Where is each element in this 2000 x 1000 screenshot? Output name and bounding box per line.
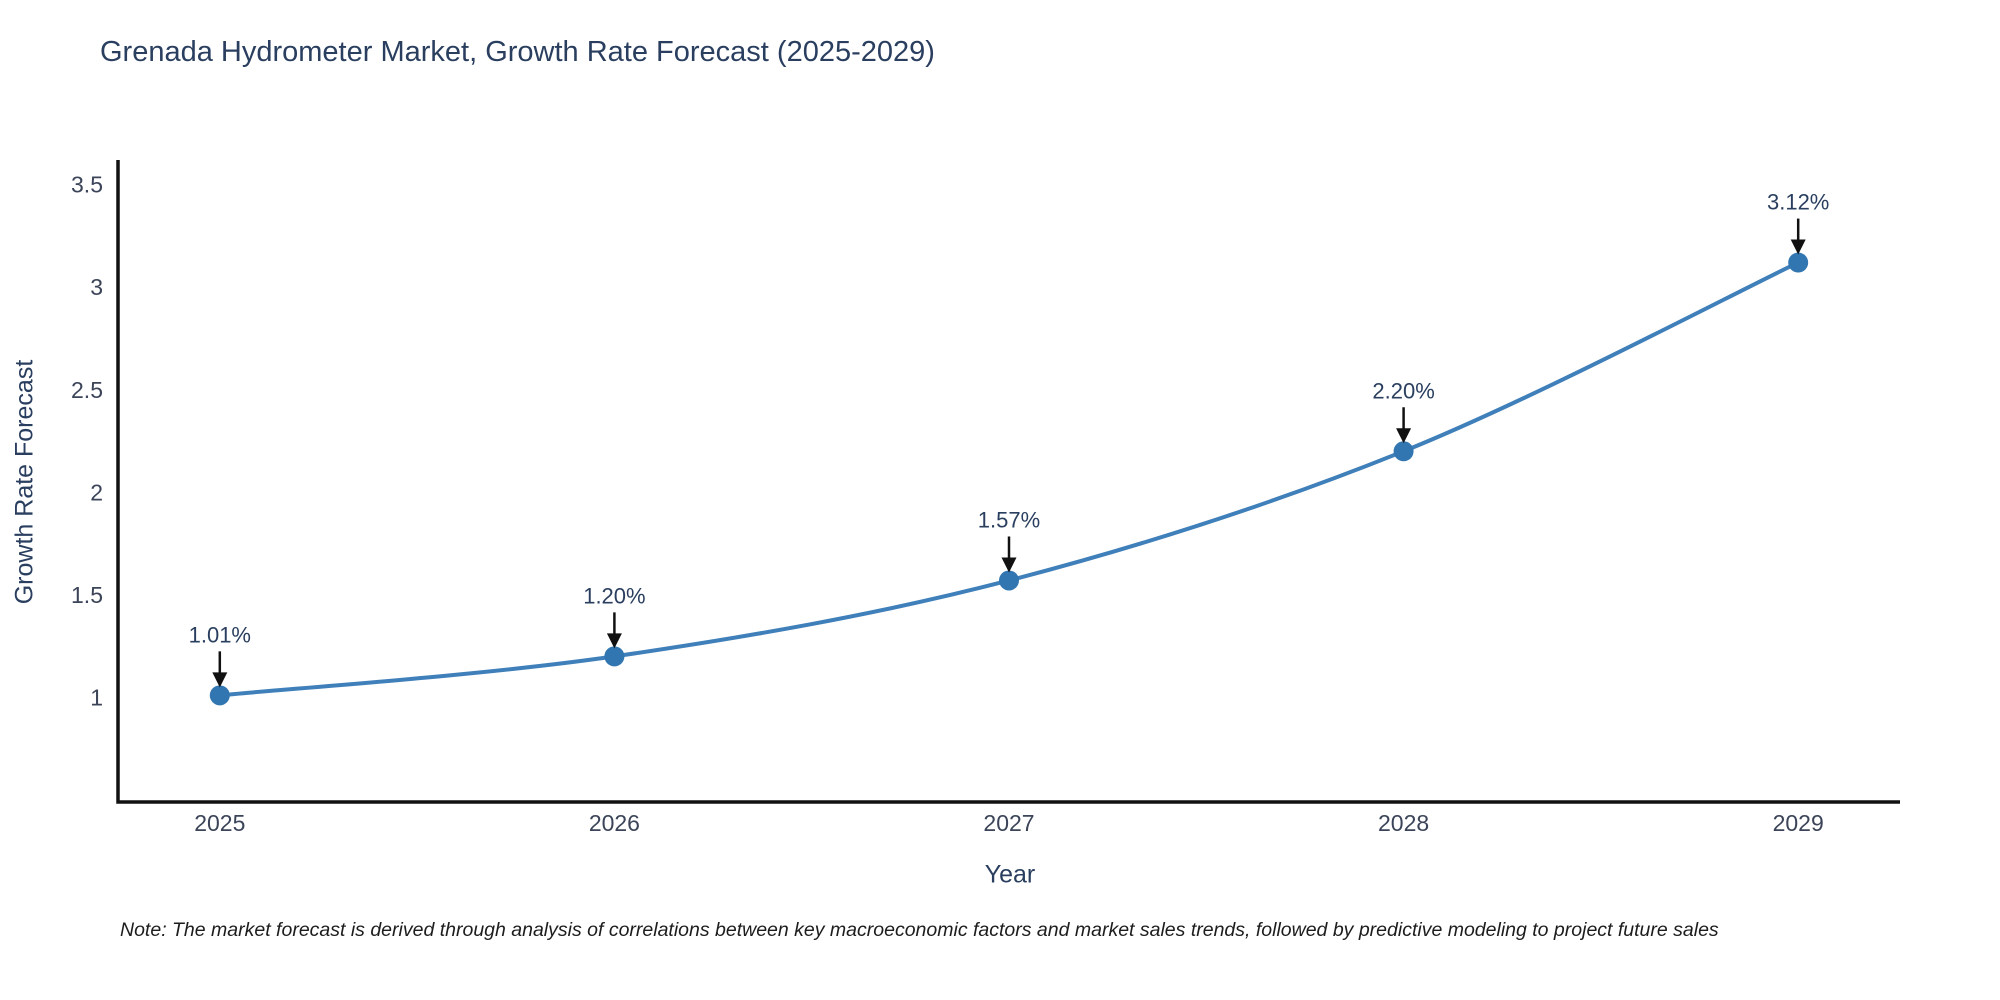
data-point-marker (1788, 252, 1809, 273)
point-value-label: 1.20% (583, 583, 645, 608)
chart-footnote: Note: The market forecast is derived thr… (120, 919, 1719, 941)
forecast-line (219, 260, 1800, 698)
point-value-label: 3.12% (1767, 190, 1829, 215)
data-point-marker (209, 685, 230, 706)
annotation-arrow-head (606, 633, 622, 649)
x-tick-label: 2026 (589, 810, 640, 836)
y-tick-label: 3.5 (71, 172, 103, 198)
y-tick-label: 2.5 (71, 377, 103, 403)
x-tick-label: 2027 (983, 810, 1034, 836)
x-axis-title: Year (984, 860, 1036, 889)
data-point-marker (1393, 441, 1414, 462)
x-tick-label: 2028 (1378, 810, 1429, 836)
point-value-label: 2.20% (1372, 378, 1434, 403)
annotation-arrow-head (1790, 239, 1806, 255)
annotation-arrow-head (1396, 428, 1412, 444)
y-tick-label: 2 (90, 479, 103, 505)
annotation-arrow-head (1001, 557, 1017, 573)
y-tick-label: 1.5 (71, 582, 103, 608)
data-point-marker (999, 570, 1019, 591)
x-tick-label: 2025 (194, 810, 245, 836)
x-tick-label: 2029 (1773, 810, 1824, 836)
axis-spines (116, 160, 1900, 804)
y-tick-label: 1 (90, 684, 103, 710)
point-value-label: 1.57% (978, 507, 1040, 532)
data-point-marker (604, 646, 625, 667)
y-tick-label: 3 (90, 274, 103, 300)
y-axis-title: Growth Rate Forecast (10, 359, 39, 605)
chart-title: Grenada Hydrometer Market, Growth Rate F… (100, 36, 935, 68)
point-value-label: 1.01% (189, 622, 251, 647)
annotation-arrow-head (212, 672, 228, 688)
